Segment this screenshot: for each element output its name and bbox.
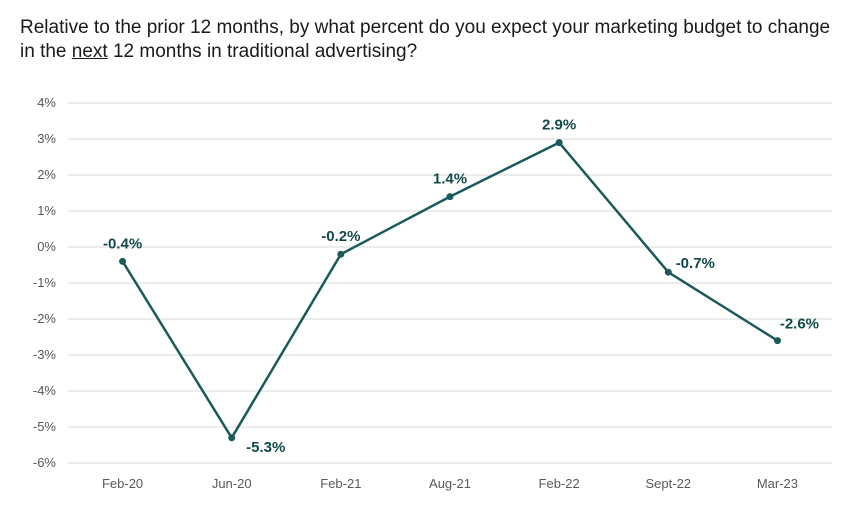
data-point (664, 268, 672, 276)
data-point (337, 250, 345, 258)
y-tick-label: -1% (33, 275, 57, 290)
title-part1: Relative to the prior 12 months, by what… (20, 17, 831, 62)
x-tick-label: Feb-22 (539, 476, 580, 491)
y-tick-label: -4% (33, 383, 57, 398)
data-point (773, 337, 781, 345)
data-label: 2.9% (542, 117, 576, 134)
data-point (228, 434, 236, 442)
data-label: -5.3% (246, 439, 285, 456)
data-labels: -0.4% -5.3% -0.2% 1.4% 2.9% -0.7% -2.6% (103, 117, 819, 456)
chart-title: Relative to the prior 12 months, by what… (20, 16, 850, 64)
x-tick-label: Feb-21 (320, 476, 361, 491)
data-label: -2.6% (780, 316, 819, 333)
y-tick-label: -5% (33, 419, 57, 434)
y-tick-label: 3% (37, 131, 56, 146)
data-point (555, 139, 563, 147)
data-point (446, 193, 454, 201)
data-label: -0.7% (676, 255, 715, 272)
y-tick-label: -6% (33, 455, 57, 470)
title-part2: 12 months in traditional advertising? (107, 41, 418, 62)
data-points (119, 139, 781, 442)
x-tick-label: Mar-23 (757, 476, 798, 491)
data-label: -0.4% (103, 235, 142, 252)
gridlines (68, 102, 832, 464)
y-tick-label: 2% (37, 167, 56, 182)
title-underlined-word: next (71, 41, 108, 62)
y-tick-label: -2% (33, 311, 57, 326)
x-tick-label: Sept-22 (646, 476, 692, 491)
x-tick-label: Jun-20 (212, 476, 252, 491)
data-label: 1.4% (433, 171, 467, 188)
y-tick-label: -3% (33, 347, 57, 362)
y-tick-label: 0% (37, 239, 56, 254)
x-axis-tick-labels: Feb-20 Jun-20 Feb-21 Aug-21 Feb-22 Sept-22 Mar… (102, 476, 798, 491)
y-tick-label: 1% (37, 203, 56, 218)
x-tick-label: Aug-21 (429, 476, 471, 491)
y-tick-label: 4% (37, 95, 56, 110)
y-axis-tick-labels: 4% 3% 2% 1% 0% -1% -2% -3% -4% -5% -6% (33, 95, 57, 470)
data-point (119, 257, 127, 265)
x-tick-label: Feb-20 (102, 476, 143, 491)
data-label: -0.2% (321, 228, 360, 245)
